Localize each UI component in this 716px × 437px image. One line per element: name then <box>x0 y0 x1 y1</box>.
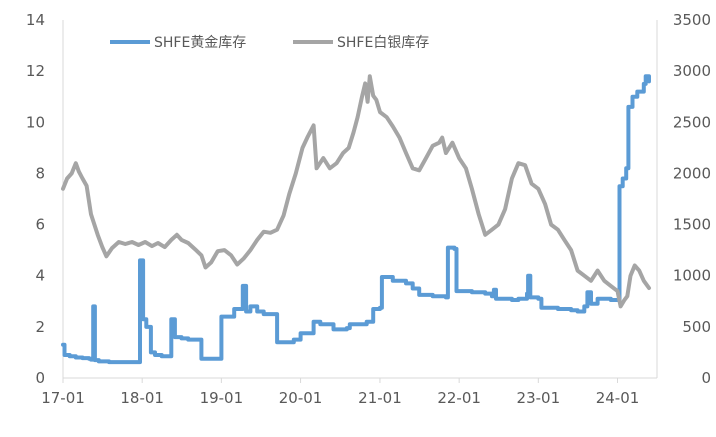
x-tick-label: 23-01 <box>517 389 561 407</box>
y-left-tick-label: 14 <box>26 11 45 29</box>
x-tick-label: 22-01 <box>437 389 481 407</box>
y-left-tick-label: 6 <box>35 216 45 234</box>
y-right-tick-label: 3500 <box>673 11 711 29</box>
y-right-tick-label: 1000 <box>673 267 711 285</box>
y-left-tick-label: 12 <box>26 62 45 80</box>
series-layer <box>61 74 651 365</box>
y-right-tick-label: 500 <box>682 318 711 336</box>
y-left-tick-label: 10 <box>26 113 45 131</box>
legend-layer: SHFE黄金库存 SHFE白银库存 <box>110 34 429 51</box>
y-right-tick-label: 3000 <box>673 62 711 80</box>
series-line-gold <box>61 74 651 365</box>
y-right-tick-label: 2500 <box>673 113 711 131</box>
legend-label-silver: SHFE白银库存 <box>337 35 429 51</box>
x-tick-label: 18-01 <box>120 389 164 407</box>
axis-layer: 0 2 4 6 8 10 12 14 0 500 1000 1500 2000 2500 3000 3500 1… <box>26 11 711 407</box>
y-right-tick-label: 1500 <box>673 216 711 234</box>
x-tick-label: 17-01 <box>41 389 85 407</box>
x-tick-label: 24-01 <box>596 389 640 407</box>
y-left-tick-label: 8 <box>35 164 45 182</box>
y-right-tick-label: 0 <box>701 369 711 387</box>
x-tick-label: 21-01 <box>358 389 402 407</box>
y-left-tick-label: 0 <box>35 369 45 387</box>
series-line-silver <box>61 74 651 309</box>
x-tick-label: 19-01 <box>200 389 244 407</box>
y-right-tick-label: 2000 <box>673 164 711 182</box>
x-tick-label: 20-01 <box>279 389 323 407</box>
legend-label-gold: SHFE黄金库存 <box>154 34 246 51</box>
y-left-tick-label: 4 <box>35 267 45 285</box>
y-left-tick-label: 2 <box>35 318 45 336</box>
